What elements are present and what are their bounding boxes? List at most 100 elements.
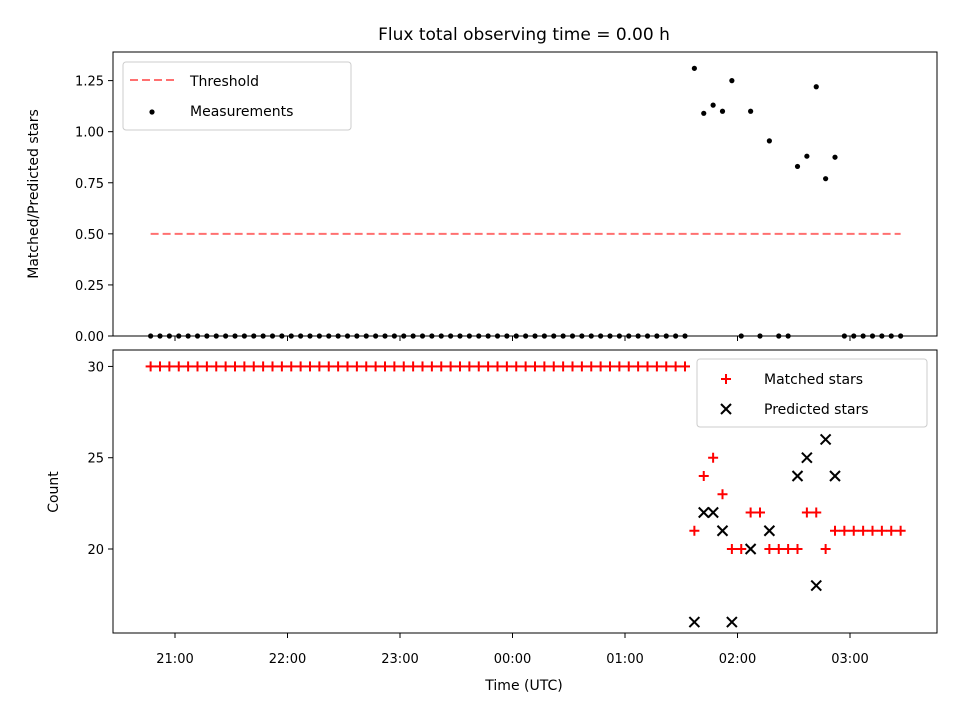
measurement-point: [794, 163, 801, 170]
bottom-y-tick-label: 30: [87, 360, 104, 375]
matched-star-point: [267, 361, 278, 372]
predicted-star-point: [810, 579, 822, 592]
legend-matched-label: Matched stars: [764, 372, 863, 388]
matched-star-point: [764, 544, 775, 555]
matched-star-point: [230, 361, 240, 372]
matched-star-point: [511, 361, 522, 372]
measurement-point: [701, 110, 707, 116]
matched-star-point: [436, 361, 447, 372]
top-marks: [148, 65, 904, 339]
matched-star-point: [155, 361, 165, 372]
matched-star-point: [408, 361, 419, 372]
bottom-y-axis-label: Count: [46, 471, 62, 513]
legend-measurements-label: Measurements: [190, 104, 293, 120]
matched-star-point: [305, 361, 315, 372]
predicted-marker-b: [726, 616, 738, 628]
matched-star-point: [295, 361, 306, 372]
matched-star-point: [698, 470, 709, 481]
matched-star-point: [351, 361, 362, 372]
matched-star-point: [586, 361, 597, 372]
matched-star-point: [858, 525, 869, 536]
matched-star-point: [417, 361, 428, 372]
matched-star-point: [501, 361, 512, 372]
predicted-star-point: [763, 525, 776, 537]
matched-star-point: [201, 361, 212, 372]
top-plot-frame: [112, 51, 938, 337]
top-y-tick-label: 0.00: [75, 330, 104, 345]
predicted-marker-b: [688, 616, 701, 628]
matched-star-point: [192, 361, 203, 372]
predicted-star-point: [801, 452, 813, 464]
matched-star-point: [876, 525, 887, 536]
legend-predicted-swatch: [720, 403, 732, 415]
matched-star-point: [183, 361, 194, 372]
matched-star-point: [492, 361, 503, 372]
matched-star-point: [623, 361, 634, 372]
x-axis-label: Time (UTC): [484, 678, 562, 694]
matched-star-point: [811, 507, 822, 518]
top-legend: Threshold Measurements: [122, 61, 352, 131]
matched-star-point: [614, 361, 625, 372]
matched-star-point: [783, 544, 794, 555]
matched-star-point: [258, 361, 269, 372]
matched-star-point: [286, 361, 297, 372]
predicted-marker-b: [819, 433, 832, 446]
matched-star-point: [220, 361, 231, 372]
matched-star-point: [483, 361, 494, 372]
top-y-tick-label: 1.00: [75, 126, 104, 141]
matched-star-point: [661, 361, 672, 372]
matched-star-point: [473, 361, 484, 372]
bottom-ticks: 21:00 22:00 23:00 00:00 01:00 02:00 03:00 20 25 3…: [87, 360, 868, 667]
matched-star-point: [548, 361, 559, 372]
x-tick-label: 01:00: [606, 652, 643, 667]
legend-measurements-swatch: [149, 109, 155, 115]
matched-star-point: [333, 361, 344, 372]
predicted-marker-b: [763, 525, 776, 537]
bottom-marks: [145, 361, 906, 628]
top-y-tick-label: 0.50: [75, 228, 104, 243]
predicted-star-point: [819, 433, 832, 446]
predicted-marker-b: [716, 525, 729, 537]
predicted-marker-b: [698, 506, 710, 519]
matched-star-point: [558, 361, 569, 372]
matched-star-point: [314, 361, 325, 372]
x-tick-label: 21:00: [156, 652, 193, 667]
bottom-panel: 21:00 22:00 23:00 00:00 01:00 02:00 03:00 20 25 3…: [46, 349, 938, 694]
top-legend-box: [122, 61, 352, 131]
matched-star-point: [736, 544, 747, 555]
predicted-star-point: [744, 543, 757, 555]
matched-star-point: [164, 361, 175, 372]
bottom-legend: Matched stars Predicted stars: [696, 358, 928, 428]
predicted-marker-b: [744, 543, 757, 555]
matched-star-point: [455, 361, 465, 372]
matched-star-point: [389, 361, 400, 372]
predicted-star-point: [688, 616, 701, 628]
measurement-point: [823, 176, 829, 182]
bottom-legend-box: [696, 358, 928, 428]
matched-star-point: [708, 452, 719, 463]
matched-star-point: [820, 544, 831, 555]
matched-star-point: [520, 361, 531, 372]
matched-star-point: [651, 361, 662, 372]
bottom-y-tick-label: 20: [87, 543, 104, 558]
measurement-point: [832, 154, 838, 160]
matched-star-point: [398, 361, 409, 372]
predicted-marker-b: [810, 579, 822, 592]
measurement-point: [813, 84, 819, 90]
matched-star-point: [539, 361, 550, 372]
matched-star-point: [895, 525, 906, 536]
measurement-point: [691, 65, 697, 71]
matched-star-point: [867, 525, 878, 536]
matched-star-point: [642, 361, 653, 372]
matched-star-point: [792, 544, 803, 555]
matched-star-point: [361, 361, 372, 372]
matched-star-point: [567, 361, 578, 372]
matched-star-point: [886, 525, 897, 536]
predicted-star-point: [791, 470, 804, 482]
top-y-tick-label: 0.25: [75, 279, 104, 294]
matched-star-point: [211, 361, 222, 372]
matched-star-point: [530, 361, 540, 372]
matched-star-point: [745, 507, 756, 518]
matched-star-point: [248, 361, 259, 372]
